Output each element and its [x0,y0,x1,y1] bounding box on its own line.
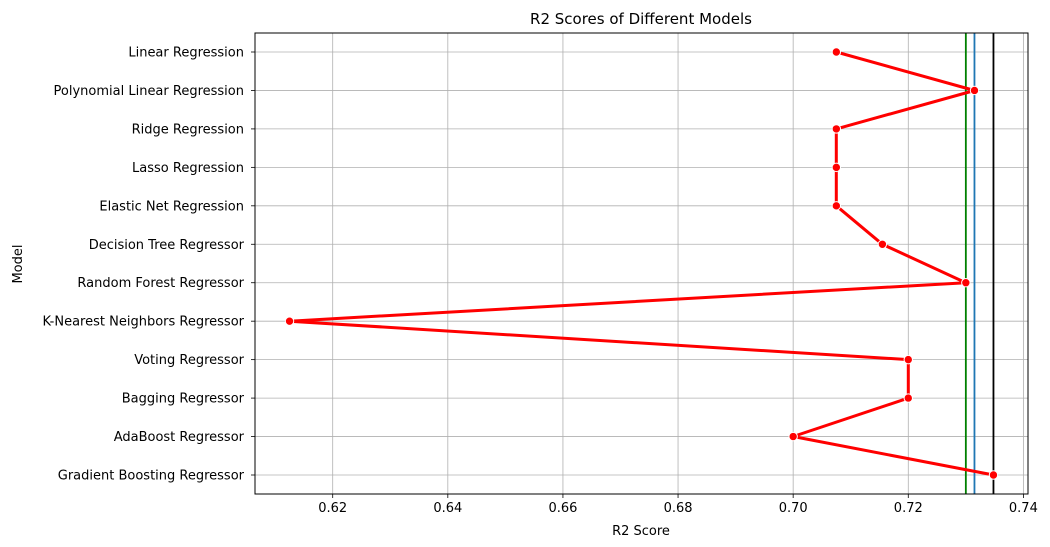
y-tick-label: Linear Regression [128,46,244,61]
data-point [831,162,842,173]
data-points [284,47,999,480]
y-tick-label: Gradient Boosting Regressor [58,469,245,484]
plot-frame [254,32,1029,495]
x-axis-ticks: 0.62 0.64 0.66 0.68 0.70 0.72 0.74 [318,494,1038,516]
y-tick-label: Elastic Net Regression [99,199,244,214]
y-tick-label: Lasso Regression [132,161,244,176]
reference-lines [964,33,995,494]
data-point [788,431,798,442]
data-point [831,47,842,57]
y-tick-label: Ridge Regression [132,122,244,137]
data-point [969,85,980,96]
y-tick-label: Decision Tree Regressor [89,238,245,253]
data-point [877,239,888,249]
x-tick-label: 0.62 [318,501,347,516]
x-tick-label: 0.72 [894,501,923,516]
y-tick-label: Polynomial Linear Regression [54,84,244,99]
chart-title: R2 Scores of Different Models [530,10,752,28]
data-point [831,124,842,134]
x-tick-label: 0.66 [548,501,577,516]
data-point [284,316,295,326]
y-tick-label: AdaBoost Regressor [114,430,245,445]
y-tick-label: K-Nearest Neighbors Regressor [43,315,245,330]
y-axis-ticks: Linear Regression Polynomial Linear Regre… [43,46,255,484]
y-axis-label: Model [11,244,26,283]
y-tick-label: Voting Regressor [134,353,244,368]
x-tick-label: 0.68 [664,501,693,516]
series-line [288,50,994,477]
series-line-group [288,50,994,477]
data-point [903,354,913,365]
x-tick-label: 0.64 [433,501,462,516]
data-point [903,393,913,403]
grid [255,33,1028,494]
y-tick-label: Bagging Regressor [122,392,245,407]
data-point [961,278,971,288]
data-point [831,201,842,211]
x-tick-label: 0.74 [1009,501,1038,516]
x-axis-label: R2 Score [612,524,670,539]
data-point [988,470,999,480]
y-tick-label: Random Forest Regressor [77,276,244,291]
x-tick-label: 0.70 [779,501,808,516]
